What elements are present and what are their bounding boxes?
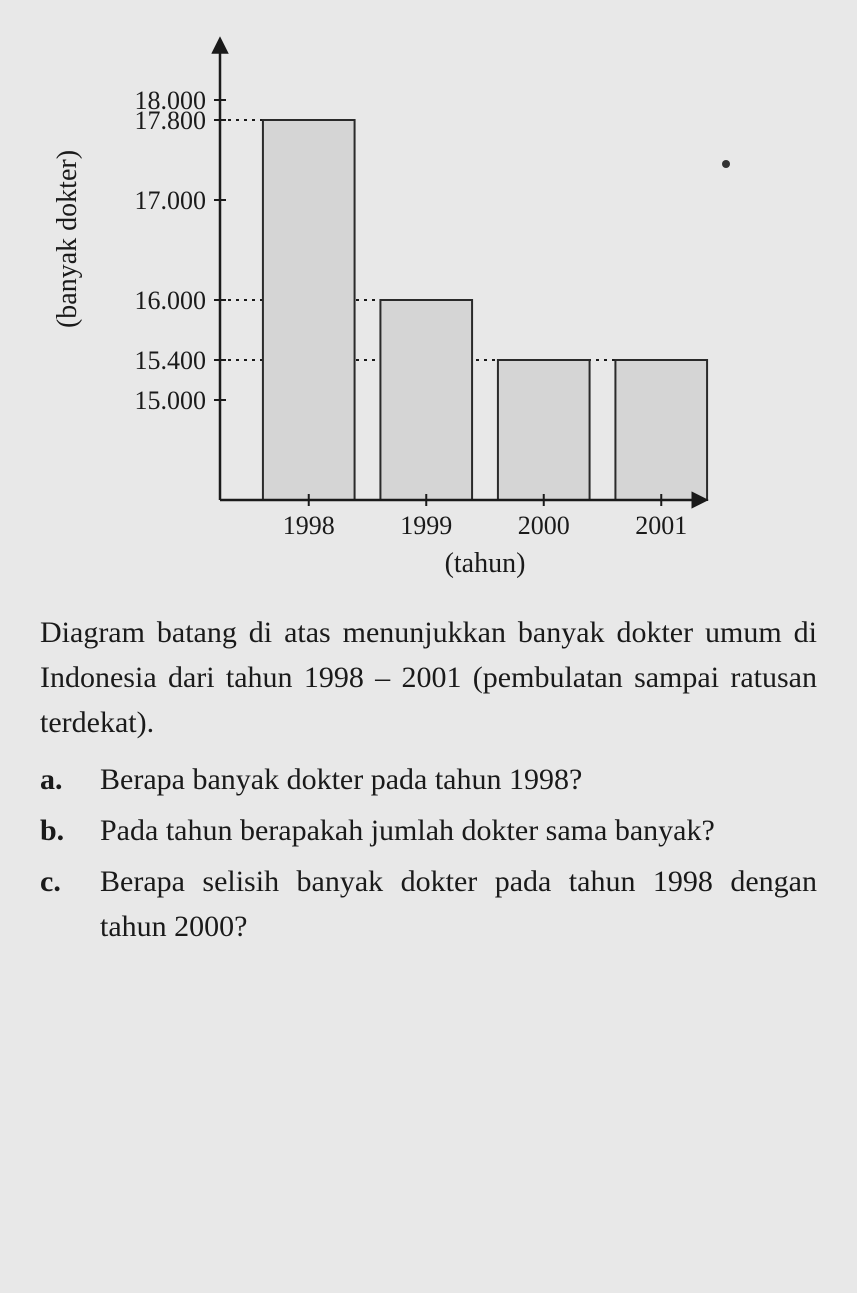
bar-chart: 1998 1999 2000 2001 15.000 15.400 16.000 17.000… <box>40 30 740 590</box>
svg-text:16.000: 16.000 <box>135 286 207 315</box>
dot-marker <box>722 160 730 168</box>
question-c-text: Berapa selisih banyak dokter pada tahun … <box>100 859 817 949</box>
question-b: b. Pada tahun berapakah jumlah dokter sa… <box>40 808 817 853</box>
question-c-letter: c. <box>40 859 100 949</box>
question-b-letter: b. <box>40 808 100 853</box>
svg-text:15.400: 15.400 <box>135 346 207 375</box>
questions-list: a. Berapa banyak dokter pada tahun 1998?… <box>40 757 817 949</box>
question-c: c. Berapa selisih banyak dokter pada tah… <box>40 859 817 949</box>
chart-container: 1998 1999 2000 2001 15.000 15.400 16.000 17.000… <box>40 30 817 580</box>
question-a-text: Berapa banyak dokter pada tahun 1998? <box>100 757 817 802</box>
svg-text:2001: 2001 <box>635 511 687 540</box>
question-b-text: Pada tahun berapakah jumlah dokter sama … <box>100 808 817 853</box>
chart-wrap: 1998 1999 2000 2001 15.000 15.400 16.000 17.000… <box>40 30 740 580</box>
svg-text:18.000: 18.000 <box>135 86 207 115</box>
question-a-letter: a. <box>40 757 100 802</box>
question-a: a. Berapa banyak dokter pada tahun 1998? <box>40 757 817 802</box>
svg-text:1999: 1999 <box>400 511 452 540</box>
svg-text:1998: 1998 <box>283 511 335 540</box>
svg-text:15.000: 15.000 <box>135 386 207 415</box>
svg-text:2000: 2000 <box>518 511 570 540</box>
svg-text:17.000: 17.000 <box>135 186 207 215</box>
svg-text:(tahun): (tahun) <box>445 548 526 579</box>
svg-text:(banyak dokter): (banyak dokter) <box>52 150 83 328</box>
description-text: Diagram batang di atas menunjukkan banya… <box>40 610 817 745</box>
